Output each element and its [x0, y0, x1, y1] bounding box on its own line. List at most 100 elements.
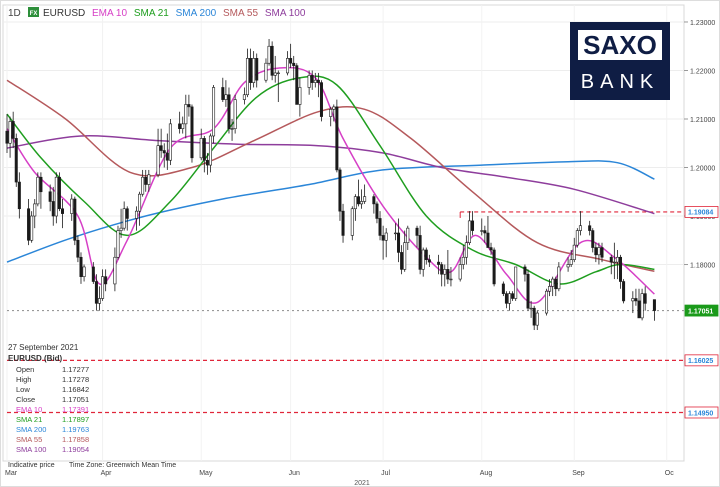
candle-body	[264, 62, 268, 81]
indicator-sma100[interactable]: SMA 100	[265, 8, 306, 19]
candle-body	[27, 208, 31, 241]
info-row-value: 1.19054	[62, 445, 89, 454]
logo-line1: SAXO	[583, 30, 657, 60]
timezone-note: Time Zone: Greenwich Mean Time	[69, 462, 176, 469]
candle-body	[609, 256, 613, 263]
candle-body	[353, 196, 357, 210]
candle-body	[551, 278, 555, 287]
candle-body	[48, 191, 52, 202]
header-legend: 1D FX EURUSD EMA 10 SMA 21 SMA 200 SMA 5…	[8, 7, 306, 19]
candle-body	[418, 235, 422, 270]
candle-body	[400, 252, 404, 270]
candle-body	[508, 293, 512, 304]
candle-body	[82, 266, 86, 277]
candle-body	[483, 230, 487, 234]
info-row-value: 1.19763	[62, 425, 89, 434]
price-level-tag	[684, 354, 719, 367]
candle-body	[424, 249, 428, 260]
candle-body	[141, 176, 145, 195]
info-row-value: 1.17278	[62, 375, 89, 384]
candle-body	[381, 235, 385, 241]
price-level-tag-label: 1.16025	[688, 358, 713, 365]
indicator-sma200[interactable]: SMA 200	[176, 8, 217, 19]
candle-body	[514, 266, 518, 299]
x-tick-label: Aug	[480, 470, 493, 477]
candle-body	[178, 123, 182, 130]
candle-body	[224, 94, 228, 100]
candle-body	[372, 196, 376, 205]
timeframe-label[interactable]: 1D	[8, 8, 21, 19]
candle-body	[597, 247, 601, 256]
candle-body	[33, 203, 37, 217]
candle-body	[199, 138, 203, 159]
candle-body	[273, 72, 277, 76]
y-tick-label: 1.18000	[690, 263, 715, 270]
price-level-tag	[684, 406, 719, 419]
candle-body	[60, 208, 64, 214]
candle-body	[458, 264, 462, 280]
candle-body	[208, 135, 212, 166]
candle-body	[594, 247, 598, 256]
info-row-value: 1.17858	[62, 435, 89, 444]
candle-body	[79, 256, 83, 277]
candle-body	[39, 176, 43, 193]
candle-body	[378, 218, 382, 236]
candle-body	[57, 176, 61, 210]
candle-body	[643, 293, 647, 304]
candle-body	[162, 150, 166, 154]
candle-body	[397, 232, 401, 253]
candle-body	[76, 239, 80, 258]
y-tick-label: 1.20000	[690, 166, 715, 173]
info-date: 27 September 2021	[8, 343, 79, 352]
candle-body	[227, 94, 231, 130]
candle-body	[286, 58, 290, 74]
candle-body	[449, 278, 453, 281]
candle-body	[289, 58, 293, 64]
candle-body	[504, 293, 508, 304]
candle-body	[8, 121, 12, 144]
candle-body	[138, 193, 142, 212]
candle-body	[230, 128, 234, 130]
candle-body	[73, 198, 77, 241]
time-axis: Mar Apr May Jun Jul Aug Sep Oc	[5, 470, 674, 477]
candle-body	[187, 104, 191, 108]
indicator-ema10[interactable]: EMA 10	[92, 8, 127, 19]
candle-body	[94, 281, 98, 304]
candle-body	[165, 152, 169, 161]
candle-body	[338, 169, 342, 212]
x-tick-label: Apr	[101, 470, 113, 477]
candle-body	[119, 227, 123, 231]
info-row-value: 1.16842	[62, 385, 89, 394]
candle-body	[101, 276, 105, 299]
candle-body	[545, 290, 549, 314]
x-tick-label: Sep	[572, 470, 585, 477]
candle-body	[184, 104, 188, 125]
year-label: 2021	[354, 480, 370, 487]
candle-body	[202, 138, 206, 161]
candle-body	[652, 299, 656, 311]
candle-body	[588, 225, 592, 231]
candle-body	[572, 244, 576, 260]
candle-body	[427, 259, 431, 263]
candle-body	[467, 220, 471, 244]
candle-body	[332, 106, 336, 110]
symbol-label[interactable]: EURUSD	[43, 8, 85, 19]
candle-body	[159, 145, 163, 151]
info-row-value: 1.17897	[62, 415, 89, 424]
info-row-value: 1.17277	[62, 365, 89, 374]
info-row-label: SMA 200	[16, 425, 46, 434]
indicator-sma55[interactable]: SMA 55	[223, 8, 258, 19]
info-instrument: EURUSD (Bid)	[8, 354, 63, 363]
ma-line-sma55	[6, 79, 655, 273]
candle-body	[554, 278, 558, 290]
info-row-label: SMA 100	[16, 445, 46, 454]
indicator-sma21[interactable]: SMA 21	[134, 8, 169, 19]
y-tick-label: 1.22000	[690, 68, 715, 75]
price-level-lines	[7, 211, 684, 414]
candle-body	[471, 220, 475, 231]
info-row-label: SMA 55	[16, 435, 42, 444]
ma-line-sma100	[6, 135, 655, 215]
price-level-tag-label: 1.19084	[688, 210, 713, 217]
info-rows: Open 1.17277 High 1.17278 Low 1.16842 Close 1.1…	[16, 365, 89, 454]
